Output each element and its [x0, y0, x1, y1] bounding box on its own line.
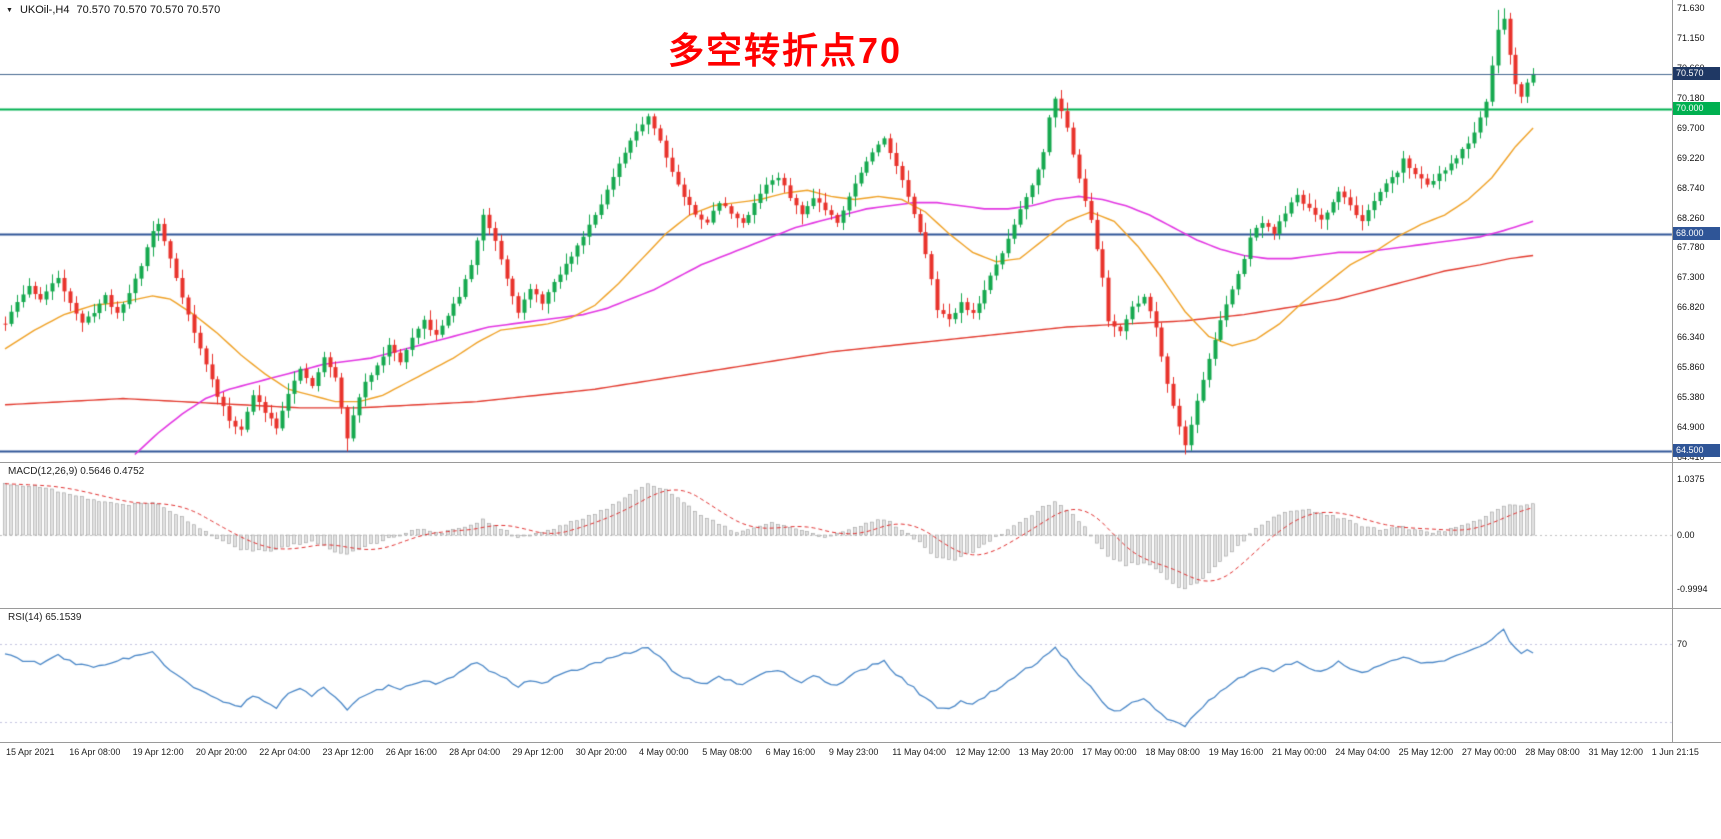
rsi-panel-canvas[interactable] — [0, 609, 1721, 742]
date-axis-label: 6 May 16:00 — [765, 747, 816, 757]
date-axis-label: 28 Apr 04:00 — [449, 747, 501, 757]
date-axis-label: 19 Apr 12:00 — [132, 747, 184, 757]
symbol-dropdown-icon[interactable]: ▼ — [6, 6, 13, 14]
rsi-indicator-label: RSI(14) 65.1539 — [8, 612, 82, 623]
date-axis-label: 19 May 16:00 — [1208, 747, 1264, 757]
macd-indicator-label: MACD(12,26,9) 0.5646 0.4752 — [8, 466, 145, 477]
chart-date-axis-divider — [0, 742, 1721, 743]
chart-annotation-text: 多空转折点70 — [668, 30, 903, 71]
date-axis-label: 15 Apr 2021 — [6, 747, 55, 757]
date-axis-label: 28 May 08:00 — [1525, 747, 1580, 757]
date-axis-label: 13 May 20:00 — [1018, 747, 1074, 757]
macd-rsi-pane-divider[interactable] — [0, 608, 1721, 609]
date-axis-label: 22 Apr 04:00 — [259, 747, 311, 757]
date-axis-label: 23 Apr 12:00 — [322, 747, 374, 757]
date-axis-label: 5 May 08:00 — [702, 747, 752, 757]
price-scale-divider[interactable] — [1672, 0, 1673, 742]
date-axis-label: 17 May 00:00 — [1082, 747, 1137, 757]
price-macd-pane-divider[interactable] — [0, 462, 1721, 463]
date-axis-label: 27 May 00:00 — [1461, 747, 1517, 757]
date-axis-label: 25 May 12:00 — [1398, 747, 1454, 757]
date-axis-label: 30 Apr 20:00 — [575, 747, 627, 757]
price-chart-canvas[interactable] — [0, 0, 1721, 462]
date-axis-label: 29 Apr 12:00 — [512, 747, 564, 757]
symbol-timeframe-label: UKOil-,H4 — [19, 4, 70, 16]
date-axis-label: 1 Jun 21:15 — [1651, 747, 1699, 757]
ohlc-quote-values: 70.570 70.570 70.570 70.570 — [76, 4, 221, 16]
macd-panel-canvas[interactable] — [0, 463, 1721, 608]
date-axis-label: 11 May 04:00 — [892, 747, 947, 757]
date-axis-label: 26 Apr 16:00 — [385, 747, 437, 757]
date-axis-label: 9 May 23:00 — [828, 747, 879, 757]
date-axis-label: 21 May 00:00 — [1272, 747, 1327, 757]
date-axis-label: 16 Apr 08:00 — [69, 747, 121, 757]
chart-ohlc-header[interactable]: ▼ UKOil-,H4 70.570 70.570 70.570 70.570 — [6, 4, 220, 16]
date-axis-label: 12 May 12:00 — [955, 747, 1011, 757]
date-axis-label: 31 May 12:00 — [1588, 747, 1644, 757]
date-axis-label: 24 May 04:00 — [1335, 747, 1390, 757]
date-axis-label: 18 May 08:00 — [1145, 747, 1200, 757]
date-axis-label: 20 Apr 20:00 — [195, 747, 247, 757]
date-axis-label: 4 May 00:00 — [639, 747, 689, 757]
